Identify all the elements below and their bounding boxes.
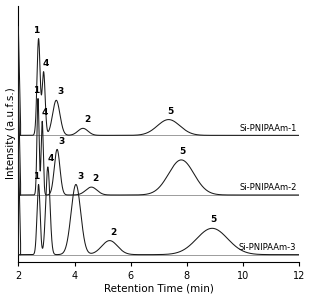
Text: 5: 5 [211, 216, 217, 225]
Text: 2: 2 [111, 228, 117, 237]
Text: 1: 1 [34, 26, 40, 35]
Text: 3: 3 [77, 172, 83, 181]
Text: Si-PNIPAAm-1: Si-PNIPAAm-1 [239, 124, 296, 133]
Text: Si-PNIPAAm-3: Si-PNIPAAm-3 [239, 243, 296, 252]
Text: 2: 2 [92, 174, 99, 183]
Text: 4: 4 [41, 109, 48, 118]
Text: 4: 4 [43, 59, 49, 68]
Text: Si-PNIPAAm-2: Si-PNIPAAm-2 [239, 183, 296, 192]
Text: 3: 3 [57, 87, 63, 96]
Text: 5: 5 [179, 147, 186, 156]
Text: 2: 2 [84, 115, 90, 124]
Text: 1: 1 [33, 172, 39, 181]
Text: 5: 5 [167, 107, 173, 116]
Text: 1: 1 [33, 86, 39, 95]
Text: 4: 4 [48, 154, 54, 163]
Y-axis label: Intensity (a.u.f.s.): Intensity (a.u.f.s.) [6, 88, 16, 179]
X-axis label: Retention Time (min): Retention Time (min) [104, 283, 214, 293]
Text: 3: 3 [58, 137, 64, 146]
